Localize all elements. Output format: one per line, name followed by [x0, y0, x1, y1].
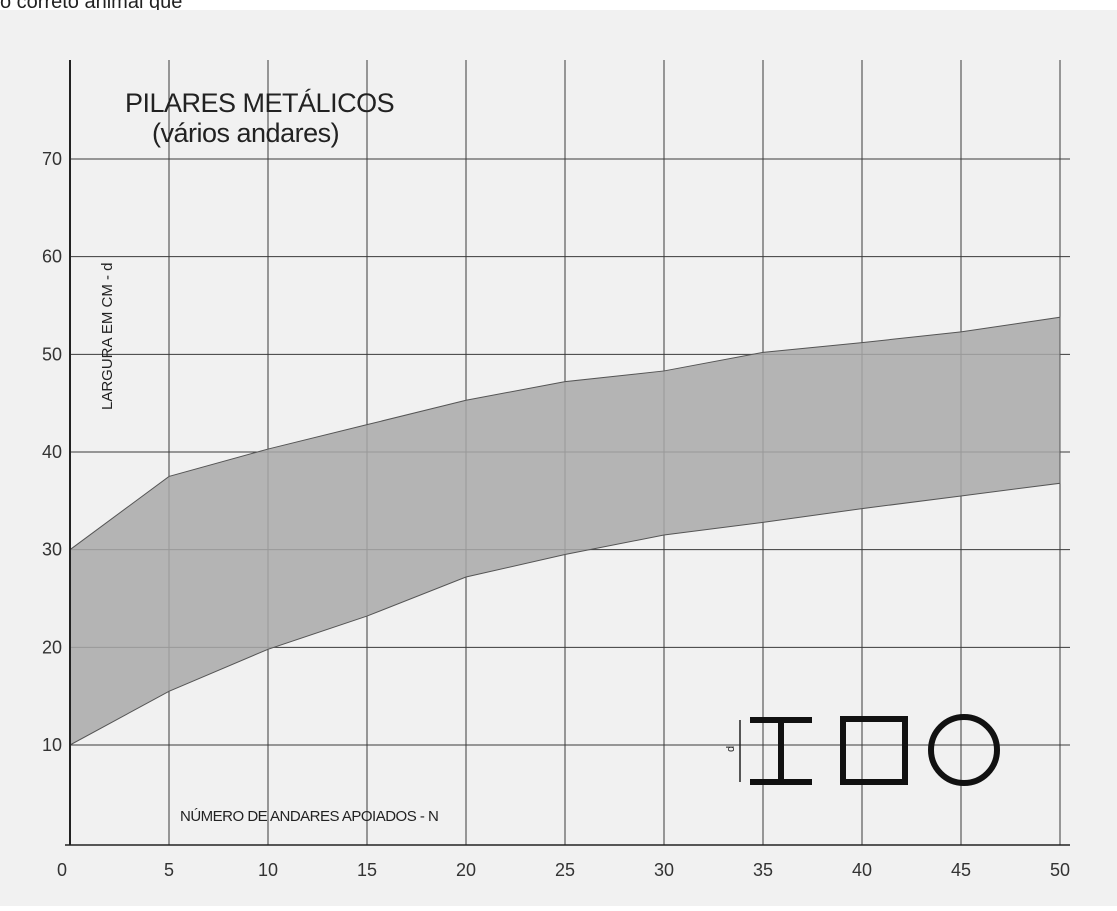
x-tick-label: 25	[555, 860, 575, 880]
y-tick-label: 40	[42, 442, 62, 462]
y-axis-label: LARGURA EM CM - d	[99, 262, 116, 410]
x-tick-label: 20	[456, 860, 476, 880]
top-caption: o correto animal que	[0, 0, 183, 13]
y-tick-label: 60	[42, 247, 62, 267]
section-symbols: d	[725, 714, 1000, 786]
square-section-icon	[840, 716, 908, 785]
axes	[65, 60, 1070, 846]
x-axis-label: NÚMERO DE ANDARES APOIADOS - N	[180, 808, 438, 825]
x-tick-label: 50	[1050, 860, 1070, 880]
circle-section-icon	[928, 714, 1000, 786]
y-tick-label: 10	[42, 735, 62, 755]
x-tick-label: 0	[57, 860, 67, 880]
dimension-label: d	[725, 746, 737, 752]
x-tick-label: 40	[852, 860, 872, 880]
i-beam-icon	[750, 717, 812, 785]
x-tick-label: 35	[753, 860, 773, 880]
x-tick-label: 45	[951, 860, 971, 880]
x-tick-label: 15	[357, 860, 377, 880]
chart-subtitle: (vários andares)	[152, 118, 339, 148]
y-tick-label: 50	[42, 344, 62, 364]
y-tick-label: 70	[42, 149, 62, 169]
x-tick-label: 30	[654, 860, 674, 880]
x-tick-label: 10	[258, 860, 278, 880]
y-tick-label: 20	[42, 637, 62, 657]
value-band	[69, 316, 1061, 746]
x-tick-label: 5	[164, 860, 174, 880]
x-tick-labels: 0 5 10 15 20 25 30 35 40 45 50	[57, 860, 1070, 880]
chart-title: PILARES METÁLICOS	[125, 88, 394, 118]
y-tick-labels: 10 20 30 40 50 60 70	[42, 149, 62, 755]
y-tick-label: 30	[42, 540, 62, 560]
